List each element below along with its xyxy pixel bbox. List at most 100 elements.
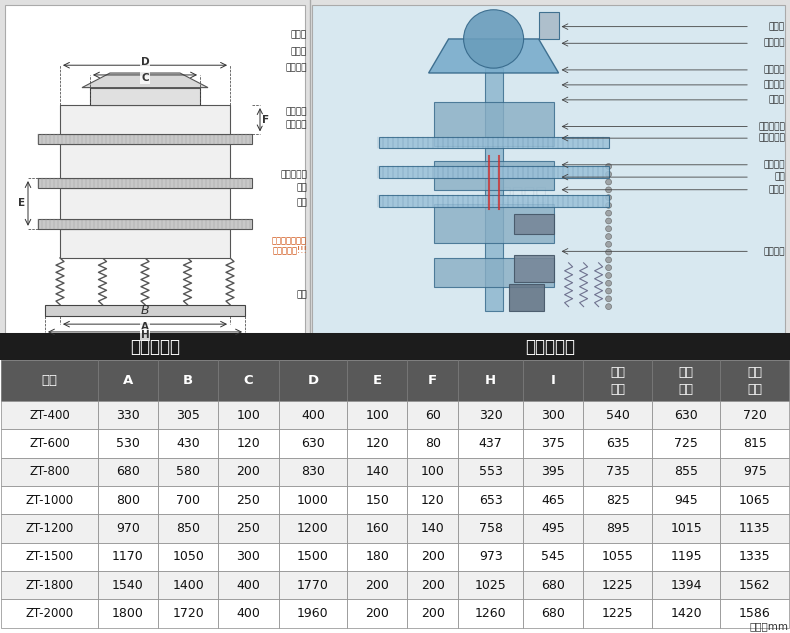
Text: 320: 320: [479, 409, 502, 422]
Text: 1720: 1720: [172, 607, 204, 620]
Text: 855: 855: [674, 465, 698, 479]
Bar: [523, 542, 584, 571]
Text: 970: 970: [116, 522, 140, 535]
Bar: [98, 599, 158, 627]
Text: 1540: 1540: [112, 579, 144, 592]
Text: ZT-2000: ZT-2000: [25, 607, 73, 620]
Bar: [378, 195, 608, 207]
Bar: [218, 542, 279, 571]
Text: 1200: 1200: [297, 522, 329, 535]
Text: 540: 540: [606, 409, 630, 422]
Text: 975: 975: [743, 465, 766, 479]
Bar: [378, 166, 608, 178]
Bar: [652, 401, 720, 429]
Text: 下部重锤: 下部重锤: [763, 247, 785, 256]
Bar: [584, 401, 652, 429]
Text: E: E: [18, 198, 25, 208]
Circle shape: [606, 288, 611, 294]
Bar: [98, 571, 158, 599]
Text: 815: 815: [743, 437, 766, 450]
Text: A: A: [141, 322, 149, 332]
Bar: [408, 542, 458, 571]
Bar: [158, 571, 218, 599]
Text: 973: 973: [479, 550, 502, 563]
Text: 680: 680: [116, 465, 140, 479]
Bar: [652, 429, 720, 458]
Bar: [408, 486, 458, 515]
Bar: [279, 401, 347, 429]
Text: ZT-600: ZT-600: [29, 437, 70, 450]
Circle shape: [606, 296, 611, 302]
Text: 530: 530: [116, 437, 140, 450]
Bar: [408, 401, 458, 429]
Circle shape: [606, 304, 611, 310]
Text: 防尘盖: 防尘盖: [291, 30, 307, 39]
Bar: [434, 161, 554, 190]
Text: C: C: [243, 374, 254, 387]
Bar: [158, 458, 218, 486]
Bar: [720, 515, 789, 542]
Text: 单位：mm: 单位：mm: [750, 621, 789, 631]
Bar: [158, 515, 218, 542]
Bar: [38, 219, 252, 229]
Text: B: B: [183, 374, 194, 387]
Bar: [98, 429, 158, 458]
Text: 758: 758: [479, 522, 502, 535]
Text: 顶部框架: 顶部框架: [285, 64, 307, 73]
Text: 压紧环: 压紧环: [291, 47, 307, 56]
Text: 高度: 高度: [679, 383, 694, 396]
Text: B: B: [141, 304, 149, 317]
Text: ZT-1000: ZT-1000: [25, 494, 73, 507]
Bar: [720, 458, 789, 486]
Bar: [158, 401, 218, 429]
Text: 80: 80: [425, 437, 441, 450]
Text: 495: 495: [541, 522, 565, 535]
Text: 200: 200: [236, 465, 261, 479]
Bar: [1, 542, 98, 571]
Circle shape: [606, 249, 611, 255]
Bar: [434, 258, 554, 287]
Circle shape: [606, 195, 611, 201]
Text: F: F: [262, 115, 269, 125]
Bar: [60, 229, 230, 258]
Bar: [311, 333, 790, 360]
Bar: [60, 144, 230, 178]
Text: 1050: 1050: [172, 550, 204, 563]
Text: 辅助筛网: 辅助筛网: [763, 65, 785, 75]
Bar: [218, 458, 279, 486]
Text: 高度: 高度: [747, 383, 762, 396]
Bar: [279, 599, 347, 627]
Text: C: C: [141, 73, 149, 83]
Text: 680: 680: [541, 607, 566, 620]
Bar: [523, 401, 584, 429]
Bar: [347, 599, 408, 627]
Circle shape: [606, 203, 611, 208]
Bar: [218, 486, 279, 515]
Text: 1586: 1586: [739, 607, 770, 620]
Text: 100: 100: [236, 409, 261, 422]
Text: 辅助筛网: 辅助筛网: [763, 39, 785, 47]
Text: 上部重锤: 上部重锤: [763, 160, 785, 169]
Bar: [652, 486, 720, 515]
Text: 100: 100: [365, 409, 389, 422]
Bar: [458, 542, 523, 571]
Text: 1335: 1335: [739, 550, 770, 563]
Bar: [279, 486, 347, 515]
Text: 额外重锤板: 额外重锤板: [758, 134, 785, 142]
Circle shape: [606, 241, 611, 248]
Text: 型号: 型号: [41, 374, 58, 387]
Bar: [584, 599, 652, 627]
Bar: [408, 571, 458, 599]
Text: 400: 400: [236, 607, 261, 620]
Text: 筛网法兰: 筛网法兰: [763, 80, 785, 89]
Text: 140: 140: [421, 522, 445, 535]
Text: 1394: 1394: [671, 579, 702, 592]
Text: 330: 330: [116, 409, 140, 422]
Text: F: F: [428, 374, 438, 387]
Text: 725: 725: [675, 437, 698, 450]
Circle shape: [606, 265, 611, 270]
Text: 465: 465: [541, 494, 565, 507]
Bar: [720, 401, 789, 429]
Bar: [1, 515, 98, 542]
Bar: [458, 599, 523, 627]
